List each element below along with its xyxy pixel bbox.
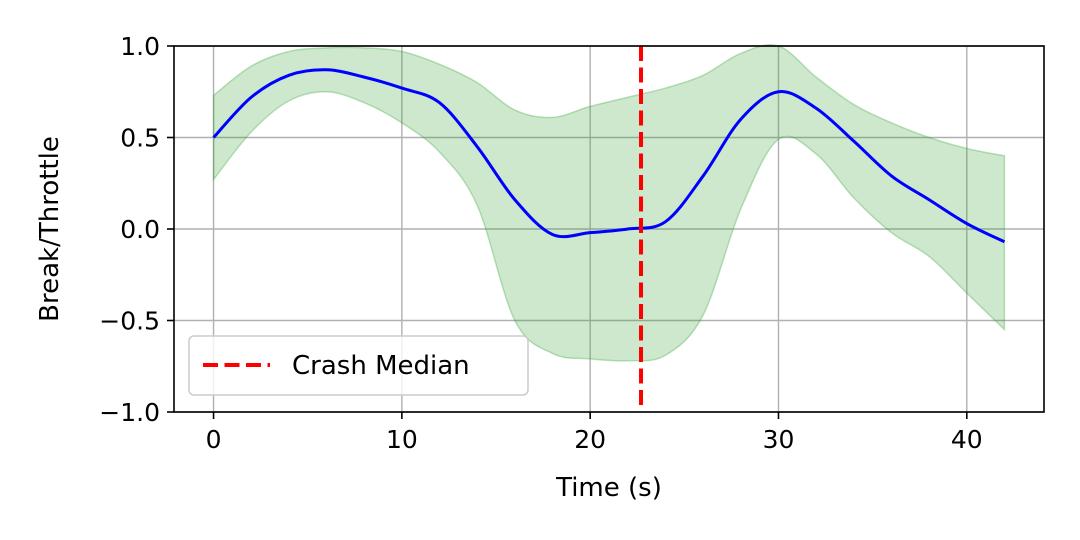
y-axis-label: Break/Throttle — [35, 136, 65, 322]
y-tick-label-2: 0.0 — [120, 215, 160, 244]
x-tick-label-3: 30 — [763, 425, 795, 454]
series-line — [212, 68, 1006, 244]
x-tick-label-2: 20 — [574, 425, 606, 454]
y-tick-label-1: −0.5 — [99, 307, 160, 336]
legend-box — [188, 335, 529, 396]
x-tick-label-4: 40 — [951, 425, 983, 454]
y-tick-label-4: 1.0 — [120, 32, 160, 61]
legend-label-crash-median: Crash Median — [292, 351, 470, 381]
x-axis-label: Time (s) — [555, 473, 662, 503]
x-tick-label-1: 10 — [386, 425, 418, 454]
y-tick-label-3: 0.5 — [120, 124, 160, 153]
x-tick-label-0: 0 — [206, 425, 222, 454]
legend: Crash Median — [188, 335, 529, 396]
y-axis: −1.0 −0.5 0.0 0.5 1.0 — [99, 32, 174, 427]
x-axis: 0 10 20 30 40 — [206, 412, 983, 454]
y-tick-label-0: −1.0 — [99, 398, 160, 427]
confidence-band — [212, 44, 1006, 362]
